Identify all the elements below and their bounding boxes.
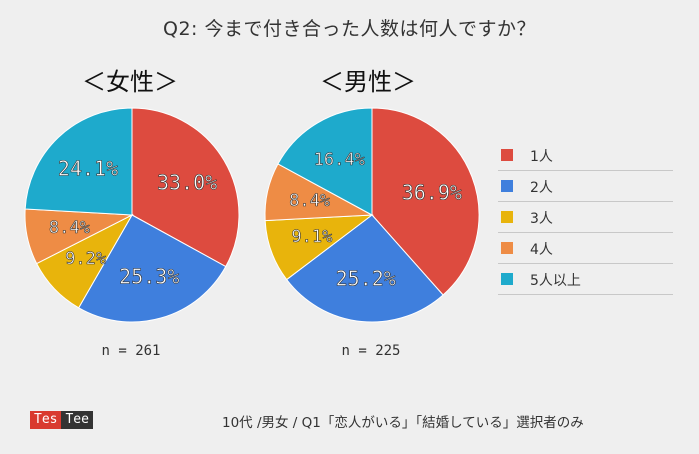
chart-title: Q2: 今まで付き合った人数は何人ですか？ — [163, 18, 536, 40]
male-slice-label-2: 25.2% — [336, 267, 396, 291]
male-slice-label-3: 9.1% — [291, 227, 332, 247]
female-slice-1 — [131, 107, 240, 268]
female-slice-label-3: 9.2% — [65, 249, 106, 269]
female-slice-5 — [24, 107, 133, 216]
legend-item-4: 4人 — [498, 233, 673, 264]
legend-text-5: 5人以上 — [530, 273, 581, 289]
male-sample-size: n = 225 — [341, 343, 401, 359]
logo-part-1: Tes — [30, 411, 62, 429]
legend-swatch-2 — [501, 180, 513, 192]
legend-swatch-4 — [501, 242, 513, 254]
legend-item-1: 1人 — [498, 140, 673, 171]
male-slice-label-4: 8.4% — [289, 191, 330, 211]
male-label: ＜男性＞ — [320, 68, 416, 96]
legend-swatch-1 — [501, 149, 513, 161]
male-slice-5 — [277, 107, 373, 216]
legend-text-4: 4人 — [530, 242, 553, 258]
female-pie-chart: 33.0% 25.3% 9.2% 8.4% 24.1% — [24, 107, 240, 323]
footnote: 10代 /男女 / Q1「恋人がいる」「結婚している」選択者のみ — [222, 415, 584, 431]
legend: 1人 2人 3人 4人 5人以上 — [498, 140, 673, 295]
female-slice-2 — [78, 214, 227, 323]
legend-text-2: 2人 — [530, 180, 553, 196]
female-sample-size: n = 261 — [101, 343, 161, 359]
legend-item-2: 2人 — [498, 171, 673, 202]
male-pie-chart: 36.9% 25.2%9.1% 8.4% 16.4% — [264, 107, 480, 323]
male-slice-2 — [285, 214, 444, 323]
legend-item-5: 5人以上 — [498, 264, 673, 295]
legend-swatch-5 — [501, 273, 513, 285]
female-label: ＜女性＞ — [82, 68, 178, 96]
male-slice-1 — [371, 107, 480, 296]
female-slice-label-2: 25.3% — [119, 265, 179, 289]
logo-part-2: Tee — [61, 411, 93, 429]
male-slice-label-1: 36.9% — [402, 180, 462, 204]
legend-text-1: 1人 — [530, 149, 553, 165]
testee-logo: Tes Tee — [30, 411, 93, 429]
female-slice-label-4: 8.4% — [49, 218, 90, 238]
female-slice-label-1: 33.0% — [157, 170, 217, 194]
legend-text-3: 3人 — [530, 211, 553, 227]
legend-item-3: 3人 — [498, 202, 673, 233]
legend-swatch-3 — [501, 211, 513, 223]
female-slice-label-5: 24.1% — [58, 156, 118, 180]
male-slice-label-5: 16.4% — [314, 150, 365, 170]
